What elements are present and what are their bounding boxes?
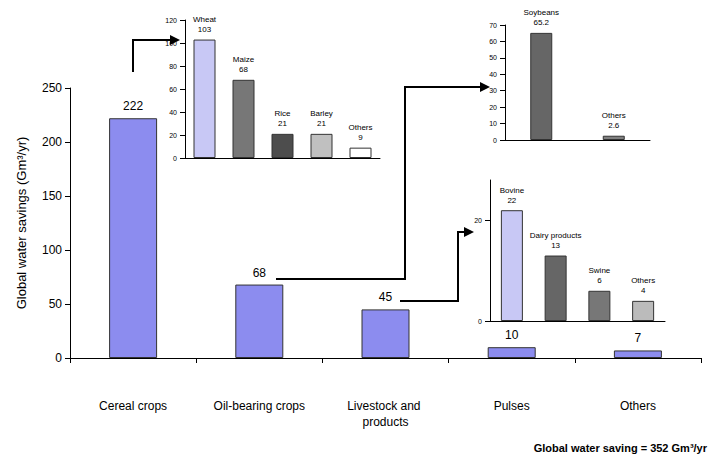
svg-text:150: 150: [42, 189, 62, 203]
svg-text:45: 45: [379, 290, 393, 304]
svg-text:40: 40: [489, 71, 497, 78]
svg-text:Livestock and: Livestock and: [347, 399, 424, 413]
svg-text:Global water savings (Gm³/yr): Global water savings (Gm³/yr): [14, 137, 29, 310]
svg-text:Maize: Maize: [233, 55, 255, 64]
svg-text:22: 22: [507, 196, 516, 205]
svg-text:Soybeans: Soybeans: [523, 8, 559, 17]
svg-text:103: 103: [198, 25, 212, 34]
svg-text:10: 10: [505, 328, 519, 342]
svg-text:200: 200: [42, 135, 62, 149]
svg-text:60: 60: [169, 86, 177, 93]
svg-text:70: 70: [489, 22, 497, 29]
svg-text:0: 0: [55, 351, 62, 365]
svg-text:products: products: [362, 415, 408, 429]
svg-text:0: 0: [173, 155, 177, 162]
svg-text:0: 0: [493, 137, 497, 144]
svg-text:Dairy products: Dairy products: [530, 231, 582, 240]
svg-text:7: 7: [635, 331, 642, 345]
svg-text:4: 4: [641, 286, 646, 295]
svg-text:0: 0: [478, 318, 482, 325]
svg-text:65.2: 65.2: [533, 18, 549, 27]
svg-text:40: 40: [169, 109, 177, 116]
svg-text:Others: Others: [620, 399, 656, 413]
svg-text:120: 120: [165, 17, 177, 24]
svg-text:20: 20: [169, 132, 177, 139]
svg-text:13: 13: [551, 241, 560, 250]
svg-text:10: 10: [489, 120, 497, 127]
svg-text:Wheat: Wheat: [193, 15, 217, 24]
svg-text:6: 6: [597, 276, 602, 285]
svg-text:68: 68: [239, 65, 248, 74]
svg-text:Barley: Barley: [310, 109, 333, 118]
svg-text:Oil-bearing crops: Oil-bearing crops: [214, 399, 305, 413]
svg-text:80: 80: [169, 63, 177, 70]
svg-text:Rice: Rice: [274, 109, 291, 118]
svg-text:21: 21: [317, 119, 326, 128]
svg-text:20: 20: [489, 104, 497, 111]
svg-text:Others: Others: [602, 111, 626, 120]
svg-text:Others: Others: [348, 123, 372, 132]
svg-text:Global water saving = 352 Gm³/: Global water saving = 352 Gm³/yr: [534, 442, 708, 454]
svg-text:50: 50: [489, 54, 497, 61]
svg-text:100: 100: [165, 40, 177, 47]
svg-text:2.6: 2.6: [608, 121, 620, 130]
svg-text:Pulses: Pulses: [494, 399, 530, 413]
svg-text:20: 20: [474, 217, 482, 224]
svg-text:9: 9: [358, 133, 363, 142]
svg-text:100: 100: [42, 243, 62, 257]
svg-text:21: 21: [278, 119, 287, 128]
svg-text:Cereal crops: Cereal crops: [99, 399, 167, 413]
svg-text:60: 60: [489, 38, 497, 45]
svg-text:50: 50: [49, 297, 63, 311]
svg-text:30: 30: [489, 87, 497, 94]
svg-text:Others: Others: [631, 276, 655, 285]
svg-text:222: 222: [123, 99, 143, 113]
svg-text:250: 250: [42, 81, 62, 95]
svg-text:68: 68: [253, 266, 267, 280]
svg-text:Bovine: Bovine: [500, 186, 525, 195]
svg-text:Swine: Swine: [588, 266, 610, 275]
